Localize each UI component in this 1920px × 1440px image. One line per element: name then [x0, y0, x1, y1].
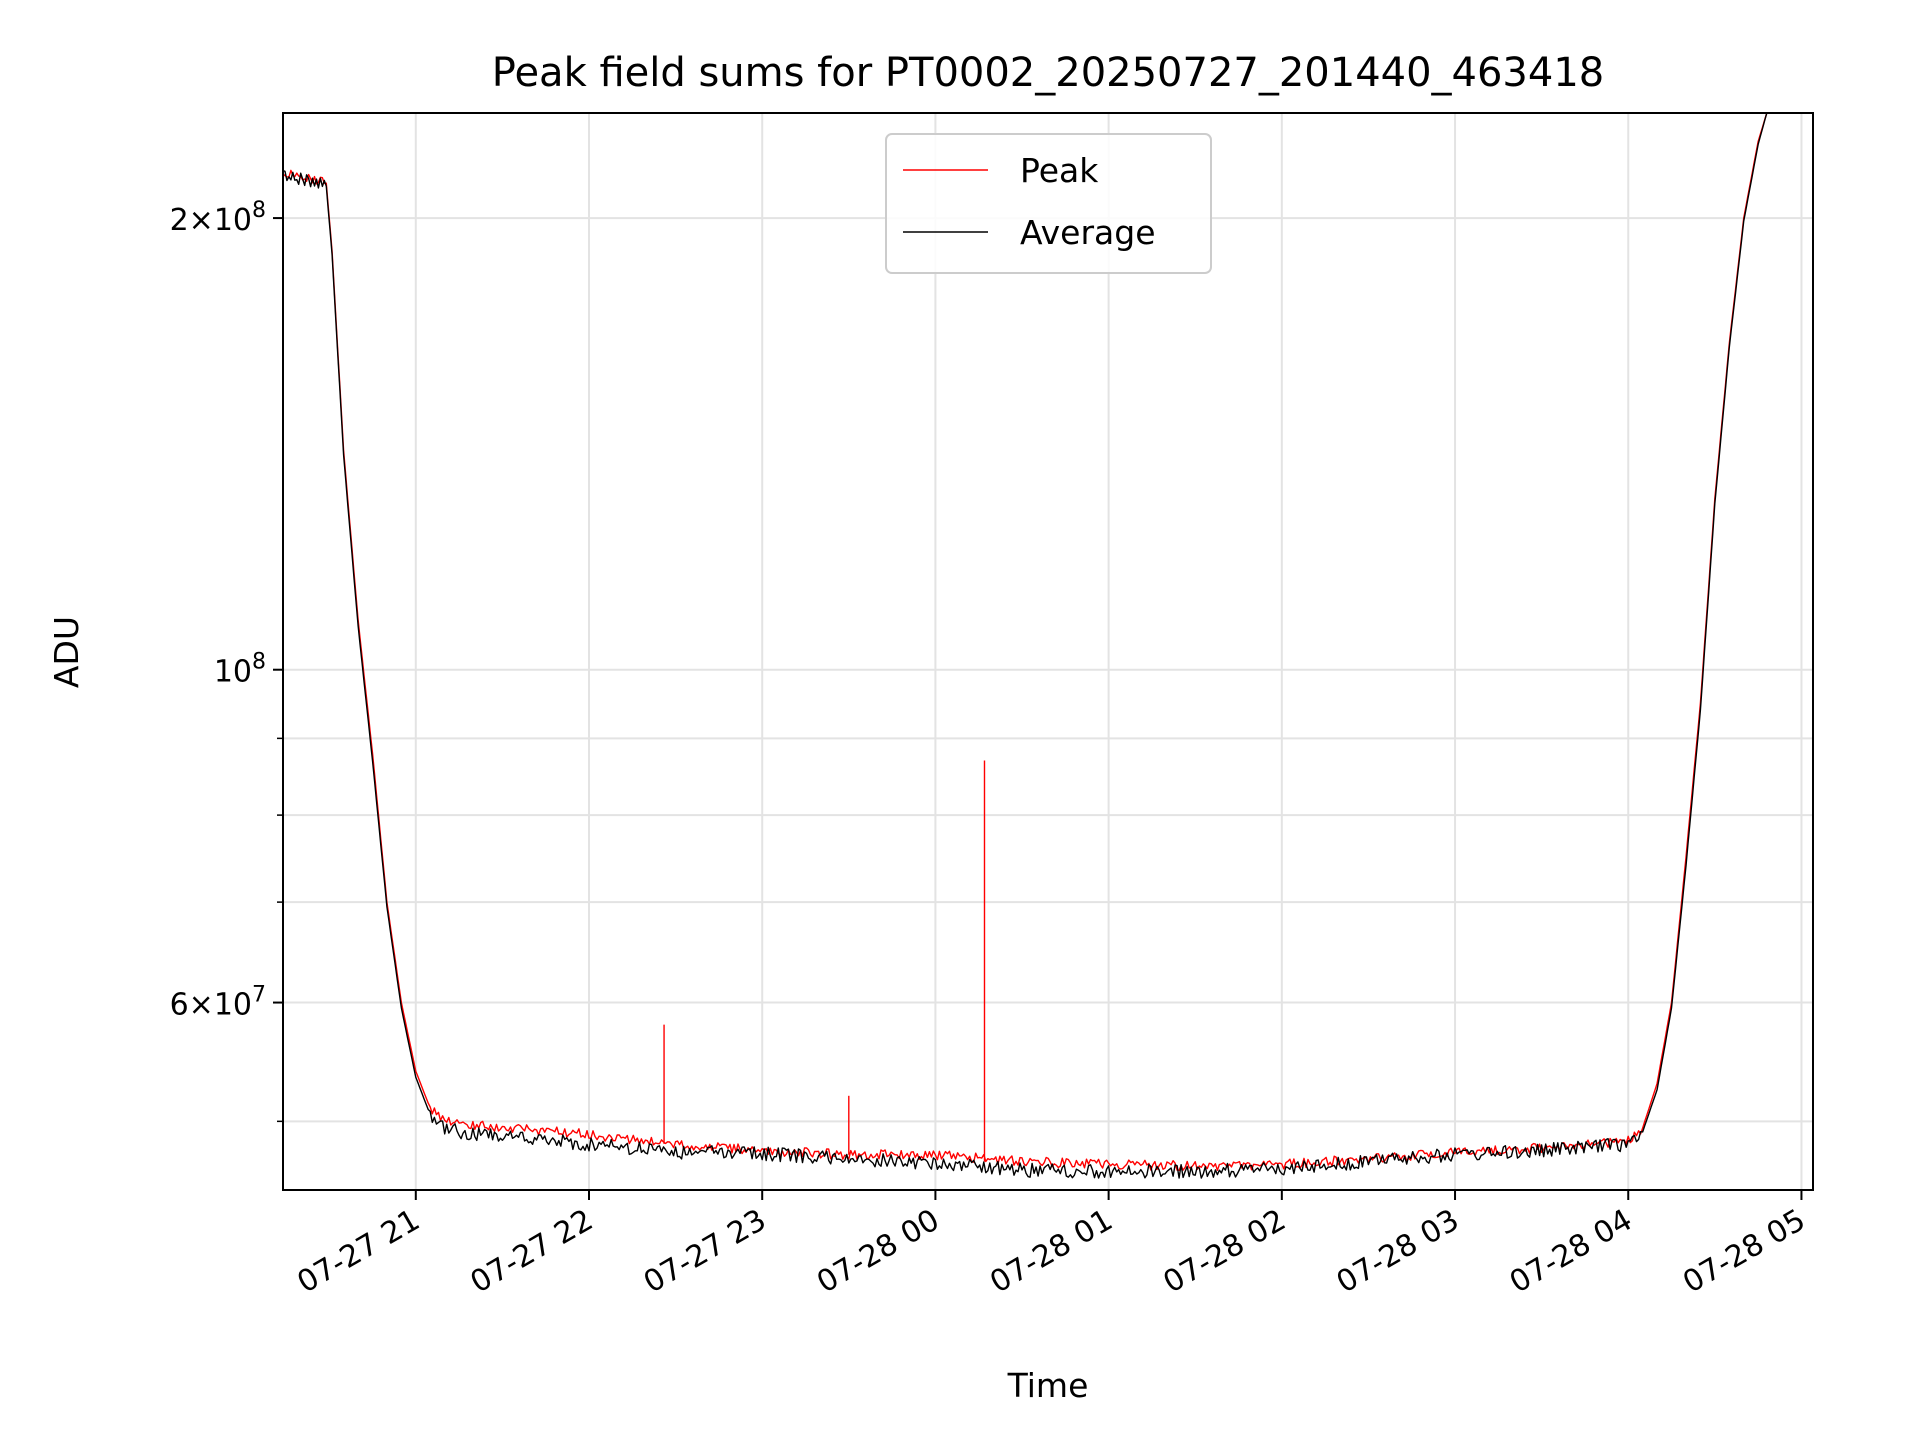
y-tick-label: 108: [214, 650, 266, 690]
series-layer: [282, 112, 1768, 1179]
x-axis-label: Time: [1007, 1366, 1089, 1405]
y-tick-label: 6×107: [170, 983, 266, 1023]
legend-label-peak: Peak: [1020, 151, 1099, 190]
legend: Peak Average: [885, 133, 1212, 274]
legend-label-average: Average: [1020, 213, 1156, 252]
y-axis-label: ADU: [47, 616, 86, 688]
chart-title: Peak field sums for PT0002_20250727_2014…: [492, 50, 1604, 96]
y-tick-label: 2×108: [170, 198, 266, 238]
plot-area-frame: [282, 112, 1814, 1191]
legend-box: [885, 133, 1212, 274]
series-line-average: [282, 112, 1768, 1179]
y-axis-ticks: 2×108 108 6×107: [170, 198, 283, 1123]
series-line-peak: [282, 112, 1768, 1172]
